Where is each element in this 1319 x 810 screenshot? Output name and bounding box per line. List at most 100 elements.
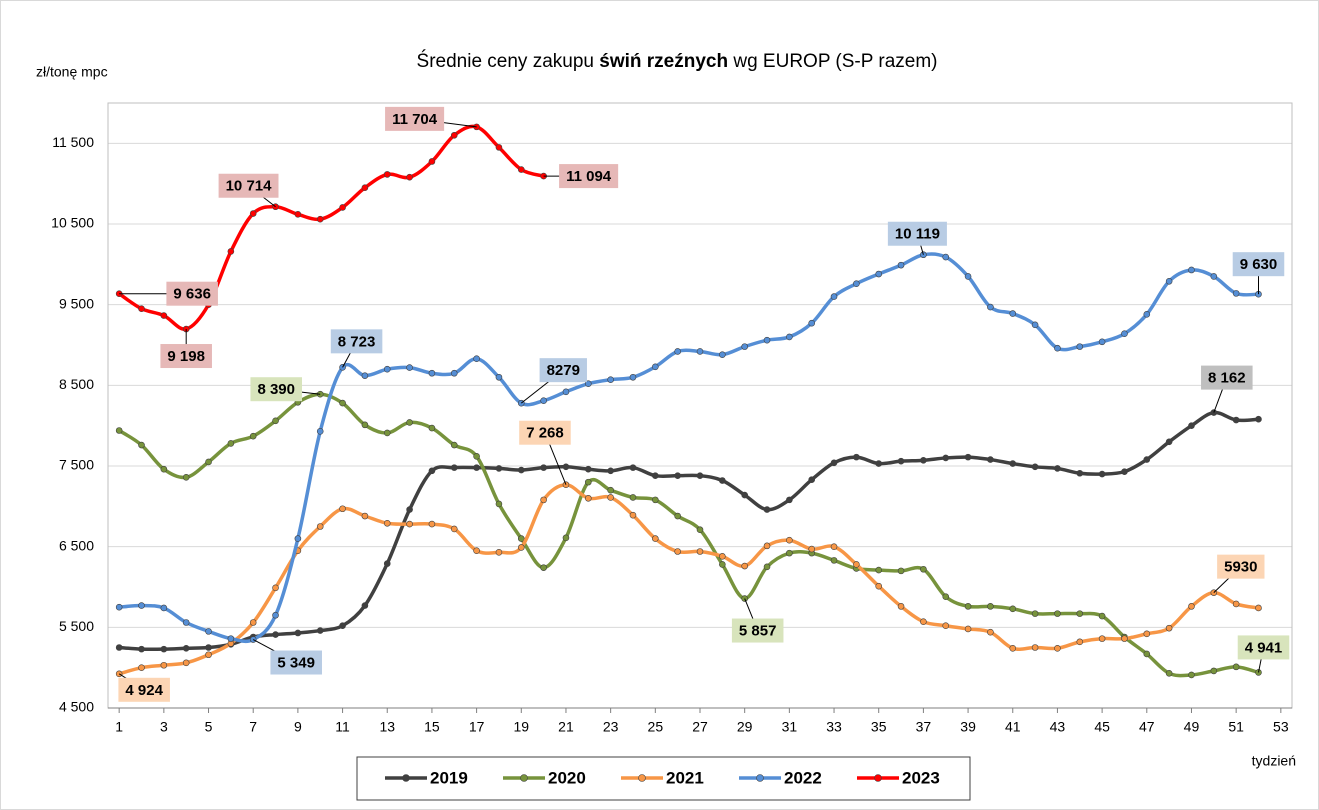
point [182,619,190,626]
point [1232,290,1240,297]
x-tick-label: 41 [1005,719,1021,735]
point [272,631,279,638]
point [1210,273,1218,280]
label-box [1237,635,1290,660]
point [942,593,950,600]
point [1143,630,1151,638]
x-tick-label: 45 [1094,719,1110,735]
point [942,253,950,261]
point [294,211,302,218]
point [696,526,704,534]
point [473,355,480,363]
point [473,464,480,471]
point [450,441,458,449]
point [763,336,771,344]
point [987,603,994,610]
x-tick-label: 3 [160,719,168,735]
point [897,567,905,575]
point [517,535,525,542]
title-part: świń rzeźnych [599,51,728,72]
point [1143,650,1151,658]
point [562,534,570,542]
point [562,388,570,396]
point [1188,603,1195,610]
point [897,457,905,465]
point [964,625,972,633]
x-tick-label: 19 [513,719,529,735]
point [1076,469,1084,477]
point [741,562,748,570]
point [1031,644,1039,651]
x-tick-label: 51 [1228,719,1244,735]
y-tick-label: 8 500 [59,376,94,392]
point [182,473,190,481]
point [607,467,614,475]
data-label: 7 268 [526,425,564,442]
x-tick-label: 27 [692,719,708,735]
point [562,463,570,471]
point [1121,468,1128,475]
point [1009,310,1017,317]
point [160,604,168,612]
point [138,305,145,313]
point [115,644,123,651]
point [1210,667,1218,675]
point [964,273,972,280]
point [339,505,346,513]
point [719,553,726,560]
data-label: 11 704 [392,111,438,128]
point [830,543,838,550]
point [339,204,346,211]
point [517,466,525,474]
point [406,173,413,181]
point [875,582,883,590]
x-tick-label: 1 [115,719,123,735]
data-label: 10 714 [226,178,273,195]
point [696,548,704,555]
label-box [887,221,947,246]
x-tick-label: 7 [249,719,257,735]
x-tick-label: 33 [826,719,842,735]
y-tick-label: 9 500 [59,295,94,311]
point [249,432,257,440]
label-box [330,329,383,354]
point [450,464,458,471]
point [696,472,704,479]
point [875,270,883,278]
point [1188,671,1195,679]
point [406,506,413,513]
point [316,523,324,530]
legend-label: 2019 [430,768,468,787]
data-label: 5 349 [277,654,315,671]
point [495,549,503,556]
point [987,628,994,636]
point [249,619,257,626]
series-line [118,482,1259,676]
legend-marker [756,774,764,782]
legend-marker [520,774,528,782]
y-axis-label: zł/tonę mpc [36,64,108,80]
point [1121,635,1128,642]
point [920,565,927,573]
point [585,478,592,486]
point [517,544,525,551]
point [652,472,659,479]
point [249,210,257,217]
point [674,472,681,479]
point [406,419,413,426]
label-box [731,618,784,643]
point [473,453,480,460]
point [361,184,369,191]
point [473,547,480,555]
data-label: 11 094 [566,168,612,185]
data-label: 8 162 [1208,370,1246,387]
point [652,535,659,542]
x-tick-label: 49 [1184,719,1200,735]
x-tick-label: 35 [871,719,887,735]
point [942,622,950,630]
point [1143,311,1151,318]
point [205,651,212,659]
title-part: Średnie ceny zakupu [417,50,600,72]
point [763,506,771,513]
label-box [1217,554,1265,579]
